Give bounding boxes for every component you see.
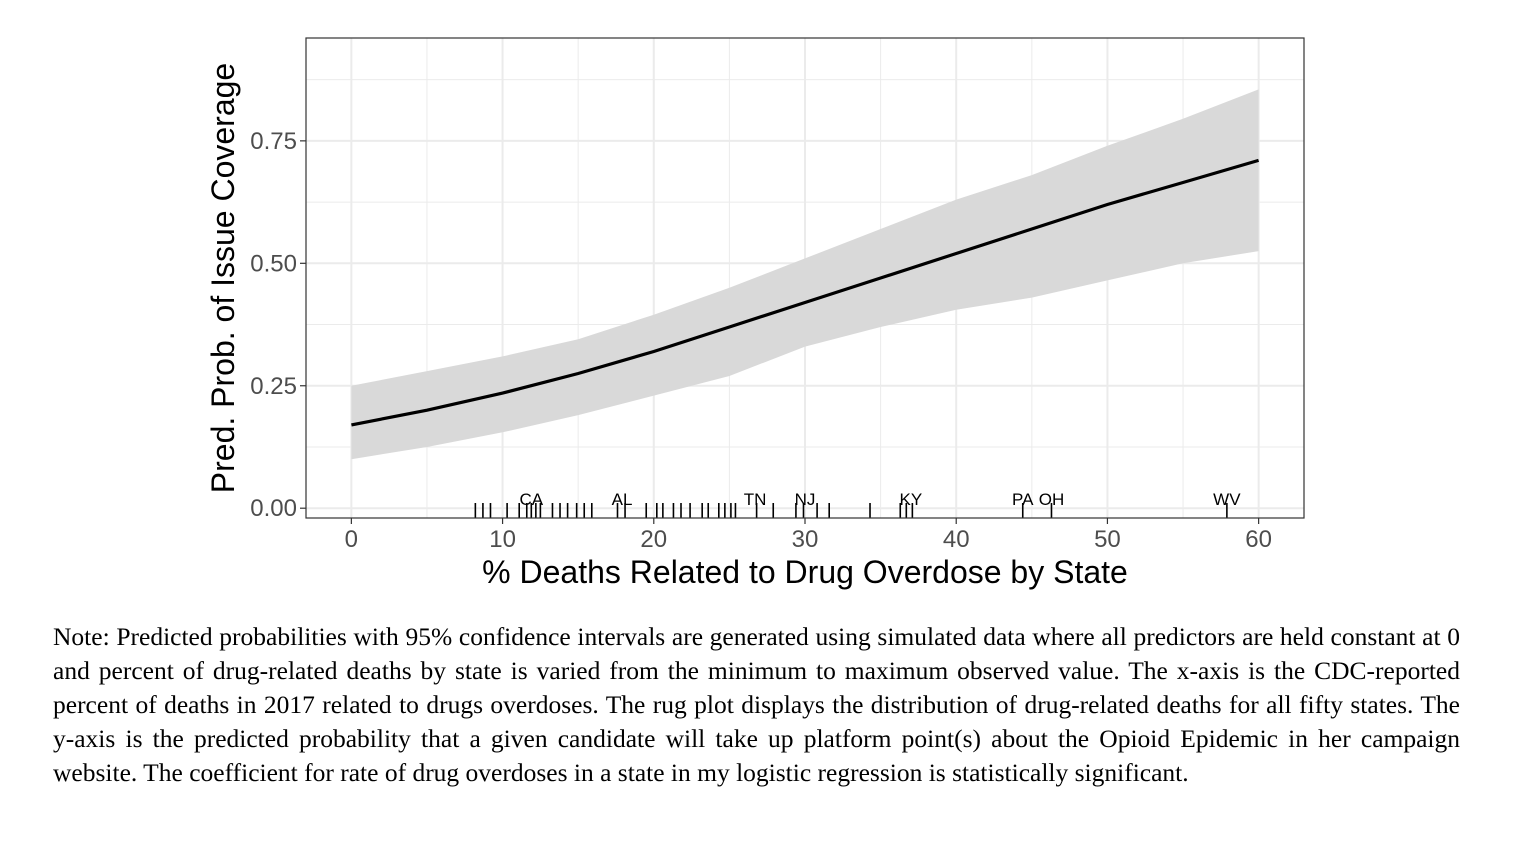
rug-label: WV — [1213, 490, 1241, 509]
x-tick-label: 20 — [640, 526, 667, 553]
rug-label: NJ — [795, 490, 816, 509]
rug-label: AL — [612, 490, 633, 509]
x-axis: 0 10 20 30 40 50 60 — [345, 518, 1272, 553]
y-axis-title: Pred. Prob. of Issue Coverage — [205, 63, 241, 493]
rug-label: CA — [519, 490, 543, 509]
rug-plot — [474, 503, 1228, 518]
y-tick-label: 0.75 — [250, 128, 297, 155]
x-tick-label: 40 — [943, 526, 970, 553]
figure-note: Note: Predicted probabilities with 95% c… — [53, 622, 1460, 787]
chart: CA AL TN NJ KY PA OH WV 0 10 20 30 40 50 60 0.000.250… — [205, 37, 1305, 590]
x-tick-label: 0 — [345, 526, 358, 553]
x-tick-label: 60 — [1245, 526, 1272, 553]
rug-label: OH — [1039, 490, 1065, 509]
y-tick-label: 0.00 — [250, 495, 297, 522]
x-tick-label: 30 — [792, 526, 819, 553]
rug-label: TN — [744, 490, 767, 509]
rug-label: PA — [1012, 490, 1034, 509]
confidence-ribbon — [351, 89, 1259, 460]
x-tick-label: 10 — [489, 526, 516, 553]
y-tick-label: 0.50 — [250, 250, 297, 277]
rug-label: KY — [900, 490, 923, 509]
y-axis: 0.00 0.25 0.50 0.75 — [250, 128, 306, 522]
rug-labels: CA AL TN NJ KY PA OH WV — [519, 490, 1241, 509]
fitted-line — [351, 158, 1260, 427]
y-tick-label: 0.25 — [250, 373, 297, 400]
x-axis-title: % Deaths Related to Drug Overdose by Sta… — [482, 554, 1128, 590]
x-tick-label: 50 — [1094, 526, 1121, 553]
